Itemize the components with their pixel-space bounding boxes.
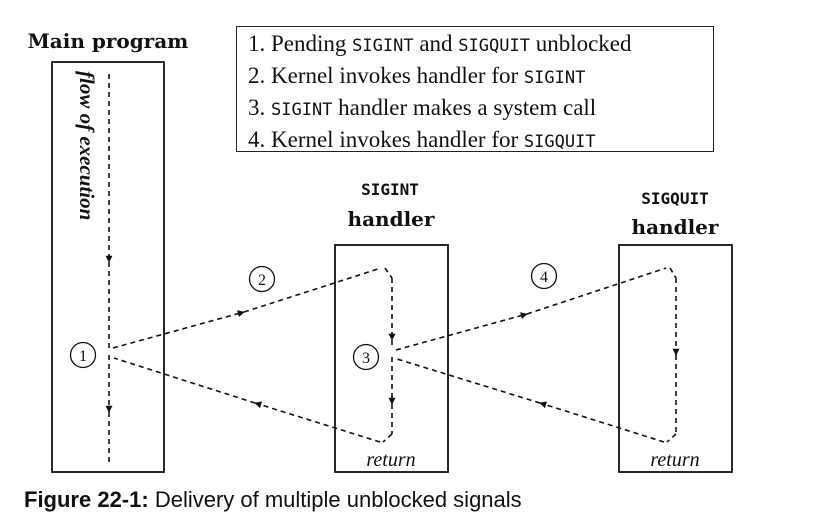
arrow-to-sigquit-b <box>526 267 667 315</box>
sigquit-return-arrow-b <box>396 358 541 404</box>
legend-item-text: Pending <box>271 31 353 56</box>
marker-1-circle <box>69 341 97 369</box>
legend-item-code: SIGQUIT <box>458 36 530 56</box>
legend-item-code: SIGINT <box>352 36 414 56</box>
sigint-return-arrow-b <box>113 357 256 404</box>
marker-3-circle <box>352 343 380 371</box>
marker-4-label: 4 <box>540 269 548 286</box>
arrow-to-sigint-a <box>112 310 245 349</box>
figure-caption-text: Delivery of multiple unblocked signals <box>148 487 522 512</box>
marker-2-circle <box>248 265 276 293</box>
sigquit-handler-label: handler <box>632 215 719 239</box>
legend-item-text: Kernel invokes handler for <box>271 127 524 152</box>
arrow-to-sigquit-a <box>395 312 528 351</box>
legend-item-1: 1. Pending SIGINT and SIGQUIT unblocked <box>248 29 713 61</box>
sigquit-handler-signal: SIGQUIT <box>641 189 708 208</box>
sigquit-flow-a <box>669 267 677 279</box>
flow-of-execution-label: flow of execution <box>75 71 99 220</box>
sigquit-flow-d <box>666 433 677 443</box>
legend-box: 1. Pending SIGINT and SIGQUIT unblocked … <box>236 26 714 152</box>
sigint-return-arrow-a <box>254 401 381 443</box>
legend-item-code: SIGQUIT <box>523 132 596 152</box>
figure-caption-label: Figure 22-1: <box>24 487 149 512</box>
legend-item-text: handler makes a system call <box>332 95 597 120</box>
sigint-handler-box <box>334 244 449 473</box>
legend-item-number: 3. <box>248 95 266 120</box>
sigint-return-label: return <box>366 449 415 471</box>
arrow-to-sigint-b <box>243 267 382 313</box>
marker-1-label: 1 <box>79 348 87 365</box>
legend-item-code: SIGINT <box>523 68 586 88</box>
sigint-handler-label: handler <box>348 207 435 231</box>
sigint-flow-f <box>382 433 393 443</box>
legend-item-code: SIGINT <box>271 100 333 120</box>
sigquit-return-arrow-a <box>539 401 665 443</box>
sigint-flow-a <box>384 267 393 279</box>
legend-item-number: 2. <box>248 63 266 88</box>
legend-item-2: 2. Kernel invokes handler for SIGINT <box>248 61 713 93</box>
sigint-handler-signal: SIGINT <box>361 180 419 199</box>
marker-2-label: 2 <box>258 272 266 289</box>
main-program-title: Main program <box>28 29 189 53</box>
main-program-box <box>51 61 165 473</box>
legend-item-text: unblocked <box>529 31 632 56</box>
sigquit-handler-box <box>618 244 733 473</box>
sigquit-return-label: return <box>650 449 699 471</box>
legend-item-4: 4. Kernel invokes handler for SIGQUIT <box>248 125 713 157</box>
legend-item-text: Kernel invokes handler for <box>271 63 524 88</box>
legend-item-number: 1. <box>248 31 266 56</box>
figure-caption: Figure 22-1: Delivery of multiple unbloc… <box>24 487 522 513</box>
marker-3-label: 3 <box>362 350 370 367</box>
legend-item-number: 4. <box>248 127 266 152</box>
legend-item-text: and <box>413 31 459 56</box>
legend-item-3: 3. SIGINT handler makes a system call <box>248 93 713 125</box>
marker-4-circle <box>530 262 558 290</box>
